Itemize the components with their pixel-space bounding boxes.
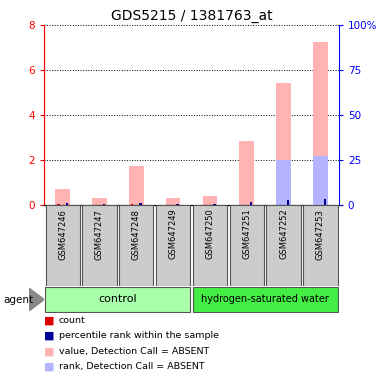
Text: ■: ■ [44,362,55,372]
Bar [313,156,328,205]
Bar [166,198,181,205]
Bar [57,204,60,205]
Text: ■: ■ [44,316,55,326]
Bar [131,204,133,205]
Text: count: count [59,316,85,325]
Text: GSM647251: GSM647251 [242,209,251,260]
Bar [139,203,142,205]
Text: percentile rank within the sample: percentile rank within the sample [59,331,219,341]
Bar [45,287,191,312]
Text: GSM647246: GSM647246 [58,209,67,260]
Bar [303,205,338,286]
Text: GSM647249: GSM647249 [169,209,177,260]
Bar [66,203,69,205]
Bar [119,205,154,286]
Bar [323,199,326,205]
Bar [203,195,217,205]
Text: ■: ■ [44,331,55,341]
Text: control: control [99,294,137,304]
Bar [229,205,264,286]
Bar [287,200,289,205]
Text: rank, Detection Call = ABSENT: rank, Detection Call = ABSENT [59,362,204,371]
Text: ■: ■ [44,346,55,356]
Bar [45,205,80,286]
Bar [276,83,291,205]
Text: hydrogen-saturated water: hydrogen-saturated water [201,294,329,304]
Text: GSM647252: GSM647252 [279,209,288,260]
Bar [213,204,216,205]
Bar [82,205,117,286]
Text: agent: agent [4,295,34,305]
Bar [193,205,227,286]
Text: GSM647250: GSM647250 [206,209,214,260]
Bar [276,161,291,205]
Bar [266,205,301,286]
Bar [250,202,253,205]
Text: GSM647247: GSM647247 [95,209,104,260]
Bar [313,42,328,205]
Bar [239,141,254,205]
Polygon shape [29,288,44,311]
Bar [176,204,179,205]
Bar [129,166,144,205]
Text: value, Detection Call = ABSENT: value, Detection Call = ABSENT [59,347,209,356]
Bar [103,204,105,205]
Bar [156,205,190,286]
Bar [55,189,70,205]
Bar [192,287,338,312]
Text: GSM647253: GSM647253 [316,209,325,260]
Bar [92,198,107,205]
Title: GDS5215 / 1381763_at: GDS5215 / 1381763_at [111,8,272,23]
Text: GSM647248: GSM647248 [132,209,141,260]
